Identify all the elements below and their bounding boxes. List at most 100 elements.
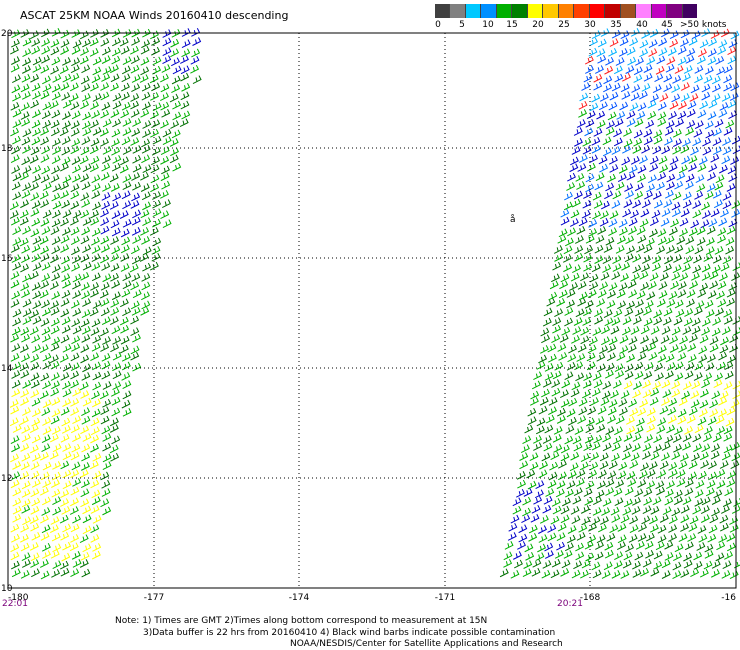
wind-barb [636, 244, 645, 253]
wind-barb [657, 417, 667, 427]
wind-barb [573, 190, 583, 200]
legend-swatch [543, 4, 559, 18]
wind-barb [695, 300, 705, 310]
wind-barb [530, 513, 540, 523]
wind-barb [572, 326, 582, 335]
wind-barb [59, 162, 69, 172]
wind-barb [99, 128, 109, 137]
wind-barb [581, 516, 591, 526]
wind-barb [151, 146, 161, 156]
wind-barb [533, 495, 543, 505]
wind-barb [131, 74, 141, 83]
wind-barb [60, 244, 70, 253]
wind-barb [599, 217, 609, 227]
wind-barb [661, 570, 671, 579]
wind-barb [162, 55, 172, 64]
wind-barb [626, 471, 636, 480]
wind-barb [588, 228, 598, 237]
wind-barb [40, 174, 50, 184]
wind-barb [19, 344, 29, 353]
wind-barb [566, 534, 576, 544]
wind-barb [692, 137, 702, 147]
wind-barb [564, 435, 574, 445]
wind-barb [41, 299, 51, 309]
wind-barb [726, 542, 736, 552]
wind-barb [658, 155, 668, 165]
wind-barb [22, 57, 32, 67]
wind-barb [598, 155, 608, 165]
wind-barb [531, 504, 541, 514]
wind-barb [688, 155, 698, 164]
wind-barb [160, 156, 170, 165]
wind-barb [91, 253, 101, 263]
wind-barb [657, 469, 667, 479]
wind-barb [92, 334, 102, 344]
wind-barb [100, 498, 110, 508]
wind-barb [121, 361, 131, 371]
wind-barb [574, 235, 584, 244]
wind-barb [140, 183, 150, 192]
wind-barb [691, 30, 701, 40]
wind-barb [50, 372, 60, 381]
wind-barb [695, 174, 705, 184]
wind-barb [100, 91, 110, 101]
wind-barb [707, 290, 717, 299]
wind-barb [633, 66, 643, 76]
wind-barb [662, 389, 672, 398]
wind-barb [712, 83, 721, 93]
wind-barb [40, 136, 50, 146]
wind-barb [41, 262, 51, 271]
wind-barb [642, 558, 652, 568]
wind-barb [597, 480, 606, 490]
wind-barb [41, 38, 51, 47]
wind-barb [142, 101, 151, 111]
wind-barb [609, 38, 619, 47]
wind-barb [597, 523, 607, 533]
wind-barb [101, 425, 111, 435]
wind-barb [566, 289, 576, 298]
wind-barb [121, 136, 131, 146]
wind-barb [640, 567, 650, 577]
wind-barb [657, 111, 667, 121]
wind-barb [92, 300, 102, 309]
wind-barb [592, 191, 602, 201]
wind-barb [613, 560, 623, 570]
wind-barb [30, 146, 40, 156]
wind-barb [132, 145, 142, 154]
wind-barb [609, 524, 619, 534]
wind-barb [642, 389, 652, 399]
wind-barb [577, 415, 587, 425]
wind-barb [606, 120, 615, 130]
wind-barb [9, 201, 19, 211]
wind-barb [51, 397, 61, 406]
wind-barb [537, 543, 547, 553]
wind-barb [664, 540, 674, 550]
wind-barb [100, 109, 110, 119]
wind-barb [553, 444, 563, 453]
wind-barb [701, 210, 711, 219]
wind-barb [22, 48, 32, 57]
wind-barb [557, 522, 567, 532]
wind-barb [586, 352, 596, 362]
wind-barb [599, 163, 609, 173]
wind-barb [724, 487, 734, 497]
wind-barb [678, 533, 688, 543]
wind-barb [665, 370, 674, 380]
wind-barb [92, 66, 102, 76]
wind-barb [542, 435, 552, 444]
legend-label: 0 [435, 20, 441, 30]
wind-barb [592, 496, 602, 505]
wind-barb [620, 273, 629, 282]
wind-barb [634, 371, 644, 380]
wind-barb [112, 155, 122, 164]
wind-barb [589, 281, 599, 291]
wind-barb [646, 56, 656, 65]
legend-label: 30 [584, 20, 596, 30]
wind-barb [712, 190, 722, 199]
wind-barb [626, 300, 636, 310]
wind-barb [544, 424, 554, 434]
map-frame [7, 32, 737, 589]
wind-barb [564, 488, 574, 498]
wind-barb [31, 119, 41, 129]
wind-barb [711, 327, 721, 337]
